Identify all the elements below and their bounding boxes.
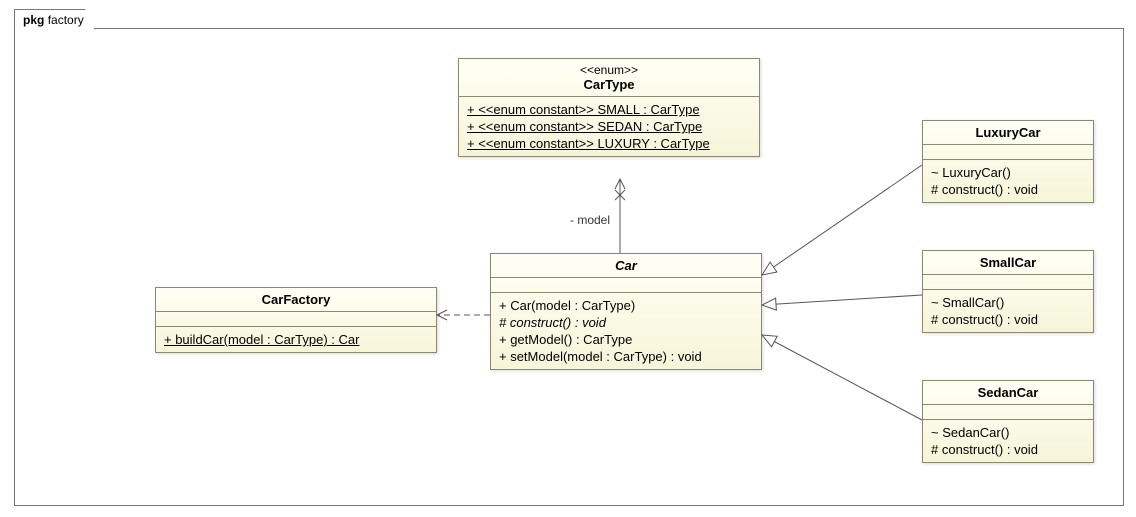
attributes: + <<enum constant>> SMALL : CarType + <<…: [459, 97, 759, 156]
operation: + buildCar(model : CarType) : Car: [164, 331, 428, 348]
operation: ~ SmallCar(): [931, 294, 1085, 311]
enum-constant: + <<enum constant>> SMALL : CarType: [467, 101, 751, 118]
attributes: [491, 278, 761, 293]
class-luxurycar: LuxuryCar ~ LuxuryCar() # construct() : …: [922, 120, 1094, 203]
package-tab: pkg factory: [14, 9, 95, 30]
class-name: CarFactory: [164, 292, 428, 307]
class-car: Car + Car(model : CarType) # construct()…: [490, 253, 762, 370]
stereotype: <<enum>>: [467, 63, 751, 77]
operations: ~ LuxuryCar() # construct() : void: [923, 160, 1093, 202]
enum-constant: + <<enum constant>> SEDAN : CarType: [467, 118, 751, 135]
class-name: SmallCar: [931, 255, 1085, 270]
operations: ~ SmallCar() # construct() : void: [923, 290, 1093, 332]
association-label: - model: [570, 213, 610, 227]
class-sedancar: SedanCar ~ SedanCar() # construct() : vo…: [922, 380, 1094, 463]
attributes: [923, 145, 1093, 160]
operations: ~ SedanCar() # construct() : void: [923, 420, 1093, 462]
operation: ~ SedanCar(): [931, 424, 1085, 441]
class-carfactory: CarFactory + buildCar(model : CarType) :…: [155, 287, 437, 353]
operation: # construct() : void: [499, 314, 753, 331]
operation: + Car(model : CarType): [499, 297, 753, 314]
operation: # construct() : void: [931, 441, 1085, 458]
enum-constant: + <<enum constant>> LUXURY : CarType: [467, 135, 751, 152]
operation: + setModel(model : CarType) : void: [499, 348, 753, 365]
class-title: <<enum>> CarType: [459, 59, 759, 97]
class-title: Car: [491, 254, 761, 278]
operation: + getModel() : CarType: [499, 331, 753, 348]
class-name: Car: [499, 258, 753, 273]
operation: # construct() : void: [931, 311, 1085, 328]
class-title: SedanCar: [923, 381, 1093, 405]
class-title: CarFactory: [156, 288, 436, 312]
operations: + buildCar(model : CarType) : Car: [156, 327, 436, 352]
operation: # construct() : void: [931, 181, 1085, 198]
class-title: SmallCar: [923, 251, 1093, 275]
class-cartype: <<enum>> CarType + <<enum constant>> SMA…: [458, 58, 760, 157]
class-title: LuxuryCar: [923, 121, 1093, 145]
operation: ~ LuxuryCar(): [931, 164, 1085, 181]
class-smallcar: SmallCar ~ SmallCar() # construct() : vo…: [922, 250, 1094, 333]
class-name: SedanCar: [931, 385, 1085, 400]
attributes: [156, 312, 436, 327]
attributes: [923, 405, 1093, 420]
operations: + Car(model : CarType) # construct() : v…: [491, 293, 761, 369]
package-name: factory: [48, 13, 84, 27]
class-name: CarType: [467, 77, 751, 92]
package-keyword: pkg: [23, 13, 44, 27]
attributes: [923, 275, 1093, 290]
uml-diagram: pkg factory <<enum>> CarType + <<enum co…: [0, 0, 1136, 517]
class-name: LuxuryCar: [931, 125, 1085, 140]
